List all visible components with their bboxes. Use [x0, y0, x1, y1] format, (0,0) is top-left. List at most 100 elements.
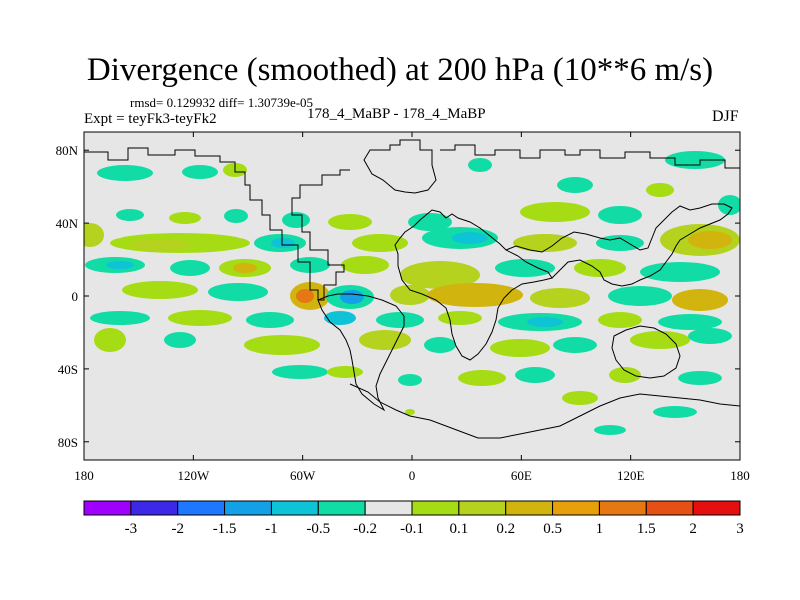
- colorbar-label: 1: [596, 521, 604, 537]
- colorbar-swatch: [411, 500, 460, 516]
- contour-blob: [520, 202, 590, 222]
- contour-blob: [90, 311, 150, 325]
- contour-blob: [594, 425, 626, 435]
- runs-label: 178_4_MaBP - 178_4_MaBP: [307, 106, 486, 122]
- lat-tick-label: 40S: [58, 362, 78, 377]
- contour-blob: [296, 289, 314, 303]
- contour-blob: [609, 367, 641, 383]
- contour-blob: [116, 209, 144, 221]
- contour-blob: [608, 286, 672, 306]
- contour-blob: [527, 317, 563, 327]
- contour-blob: [424, 337, 456, 353]
- contour-blob: [130, 239, 190, 251]
- contour-blob: [513, 234, 577, 252]
- lon-tick-label: 120W: [177, 468, 210, 483]
- coastline-greenland: [363, 139, 437, 194]
- contour-blob: [244, 335, 320, 355]
- contour-blob: [458, 370, 506, 386]
- coastline-south-america: [317, 293, 405, 412]
- colorbar-label: -1.5: [213, 521, 237, 537]
- contour-blob: [653, 406, 697, 418]
- colorbar-label: 1.5: [637, 521, 656, 537]
- axes: 80N 40N 0 40S 80S 180 120W 60W 0 60E 120E 180: [56, 132, 750, 483]
- colorbar-swatch: [270, 500, 319, 516]
- colorbar-swatch: [458, 500, 507, 516]
- coastline-north-america: [84, 147, 350, 301]
- contour-blob: [182, 165, 218, 179]
- contour-blob: [562, 391, 598, 405]
- contour-blob: [553, 337, 597, 353]
- contour-blob: [598, 206, 642, 224]
- colorbar-swatch: [552, 500, 600, 516]
- contour-blob: [224, 209, 248, 223]
- coastline-asia: [505, 203, 733, 287]
- contour-blob: [106, 261, 134, 269]
- coastline-eurasia: [440, 144, 740, 169]
- season-label: DJF: [712, 108, 739, 125]
- lon-tick-label: 60E: [511, 468, 532, 483]
- contour-blob: [490, 339, 550, 357]
- lon-tick-label: 60W: [290, 468, 316, 483]
- colorbar-label: 2: [689, 521, 697, 537]
- contour-blob: [282, 212, 310, 228]
- plot-title: Divergence (smoothed) at 200 hPa (10**6 …: [86, 52, 714, 88]
- contour-blob: [688, 231, 732, 249]
- colorbar-swatch: [317, 500, 366, 516]
- contour-blob: [97, 165, 153, 181]
- contour-blob: [646, 183, 674, 197]
- contour-blob: [94, 328, 126, 352]
- colorbar-label: -0.1: [400, 521, 424, 537]
- colorbar-swatch: [224, 500, 272, 516]
- contour-blob: [640, 262, 720, 282]
- lon-tick-label: 0: [409, 468, 416, 483]
- colorbar-label: -2: [171, 521, 184, 537]
- contour-blob: [398, 374, 422, 386]
- colorbar-label: -3: [125, 521, 138, 537]
- contour-blob: [515, 367, 555, 383]
- contour-blob: [438, 311, 482, 325]
- contour-blob: [408, 213, 452, 231]
- colorbar-label: 3: [736, 521, 744, 537]
- colorbar-swatch: [692, 500, 741, 516]
- contour-blob: [359, 330, 411, 350]
- lat-tick-label: 80S: [58, 435, 78, 450]
- contour-blob: [340, 290, 364, 304]
- colorbar: -3 -2 -1.5 -1 -0.5 -0.2 -0.1 0.1 0.2 0.5 1 1.5 2 3: [83, 500, 744, 537]
- contour-blob: [390, 285, 430, 305]
- contour-blob: [168, 310, 232, 326]
- contour-blob: [352, 234, 408, 252]
- contour-blob: [327, 366, 363, 378]
- contour-blob: [452, 232, 488, 244]
- contour-blob: [427, 283, 523, 307]
- contour-blob: [170, 260, 210, 276]
- contour-blob: [672, 289, 728, 311]
- colorbar-label: -0.2: [353, 521, 377, 537]
- colorbar-label: -0.5: [306, 521, 330, 537]
- colorbar-swatch: [364, 500, 413, 516]
- contour-blob: [630, 331, 690, 349]
- colorbar-swatch: [645, 500, 694, 516]
- contour-blob: [341, 256, 389, 274]
- contour-blob: [122, 281, 198, 299]
- coastline-australia: [611, 325, 681, 379]
- contour-blob: [688, 328, 732, 344]
- contour-blob: [596, 235, 644, 251]
- contour-blob: [169, 212, 201, 224]
- coastline-antarctica: [349, 383, 740, 439]
- contour-blob: [468, 158, 492, 172]
- colorbar-label: 0.5: [543, 521, 562, 537]
- experiment-label: Expt = teyFk3-teyFk2: [84, 111, 217, 127]
- rmsd-diff-stats: rmsd= 0.129932 diff= 1.30739e-05: [130, 95, 314, 110]
- contour-blob: [164, 332, 196, 348]
- contour-blob: [233, 263, 257, 273]
- lon-tick-label: 120E: [617, 468, 645, 483]
- contour-blob: [530, 288, 590, 308]
- contour-blob: [376, 312, 424, 328]
- lon-tick-label: 180: [730, 468, 750, 483]
- contour-blob: [246, 312, 294, 328]
- colorbar-swatch: [83, 500, 132, 516]
- divergence-contours: [84, 151, 740, 435]
- colorbar-label: -1: [265, 521, 278, 537]
- coastlines: [84, 139, 740, 439]
